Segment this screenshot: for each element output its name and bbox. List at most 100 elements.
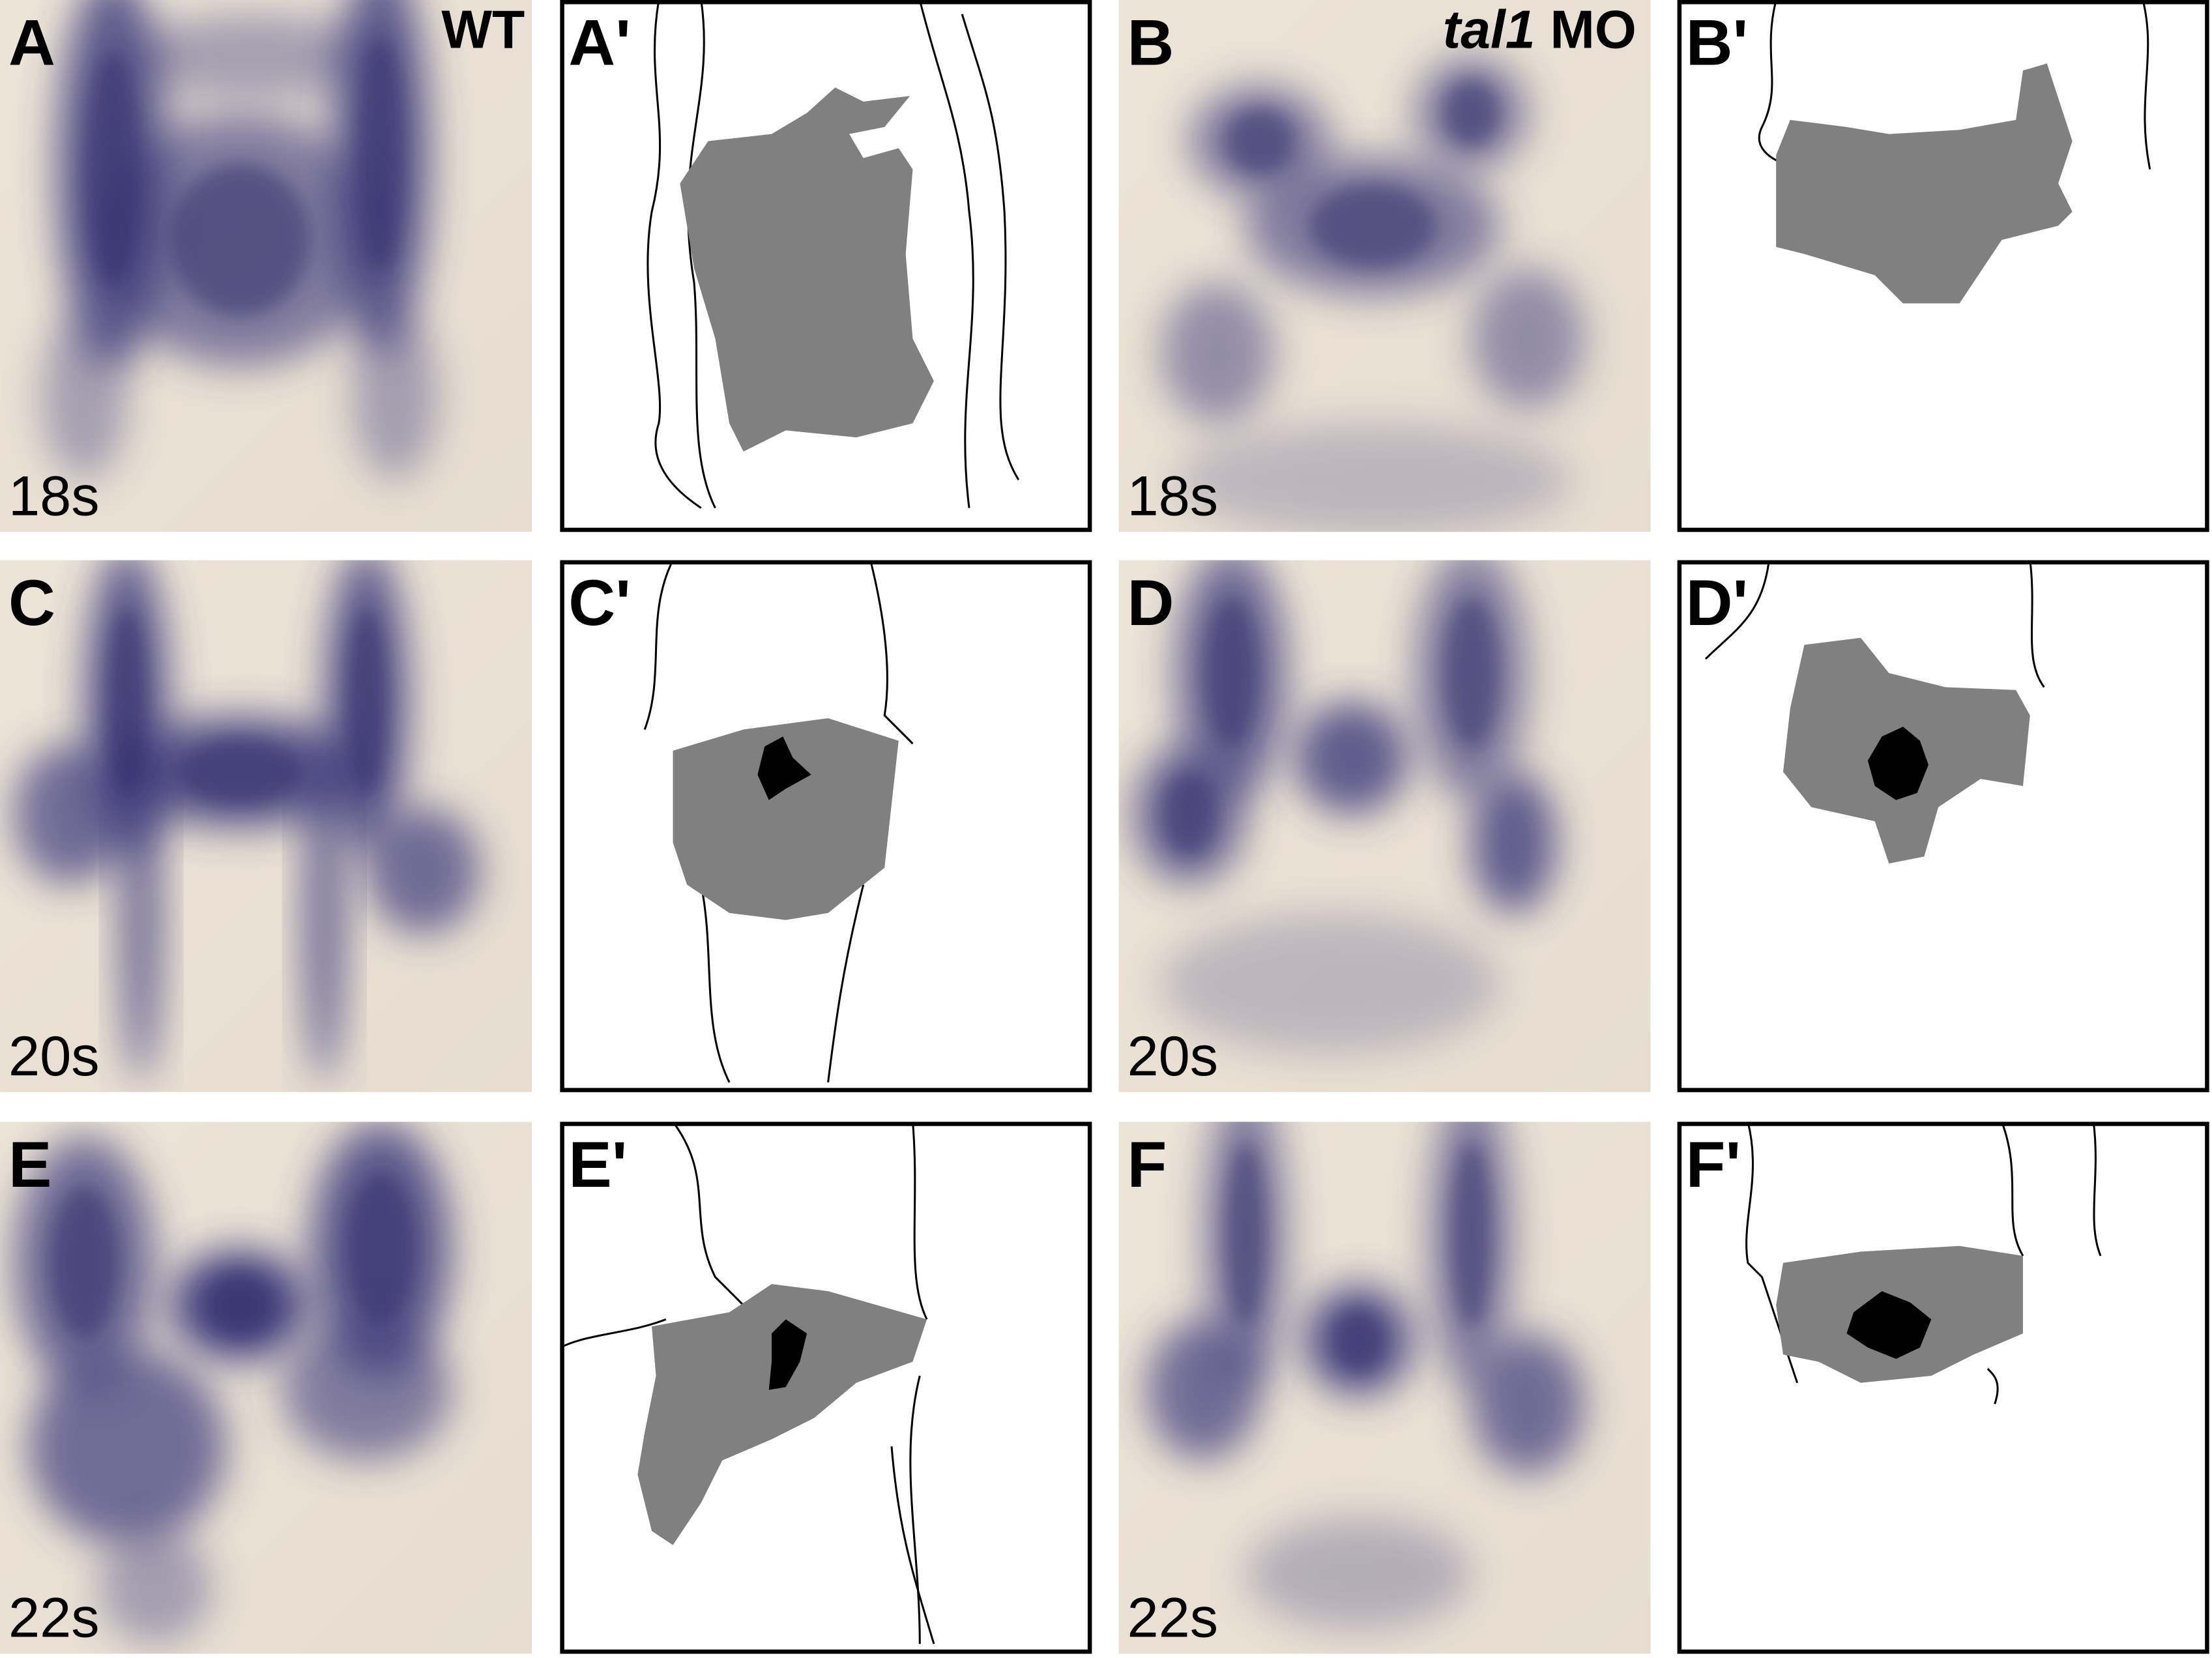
stain-core	[1443, 79, 1500, 147]
tissue-outline	[2029, 560, 2045, 688]
panel-label: F'	[1686, 1129, 1741, 1201]
panel-border	[1677, 0, 2209, 532]
stage-label: 20s	[8, 1025, 100, 1088]
panel-border	[560, 0, 1092, 532]
panel-label: B	[1127, 7, 1174, 80]
photo-panel: F 22s	[1118, 1122, 1651, 1654]
tissue-outline	[1704, 560, 1770, 660]
stain	[28, 1347, 226, 1545]
stain	[1161, 912, 1500, 1054]
outline-panel: D'	[1677, 560, 2209, 1092]
tissue-outline	[560, 1318, 667, 1349]
tissue-outline	[2142, 0, 2151, 170]
stage-label: 22s	[1127, 1587, 1218, 1650]
panel-content	[560, 1122, 1092, 1654]
expression-domain	[680, 87, 934, 452]
panel-content	[1118, 0, 1651, 532]
panel-label: C'	[568, 567, 631, 639]
panel-label: F	[1127, 1129, 1167, 1201]
tissue-outline	[869, 560, 914, 745]
tissue-outline	[2092, 1122, 2102, 1257]
stain	[366, 807, 480, 935]
photo-panel: E 22s	[0, 1122, 532, 1654]
tissue-outline	[918, 0, 974, 508]
panel-content	[0, 560, 532, 1092]
stain	[282, 1319, 452, 1461]
tissue-outline	[827, 884, 865, 1083]
panel-content	[560, 0, 1092, 532]
panel-content	[1677, 0, 2209, 532]
panel-content	[1677, 560, 2209, 1092]
outline-background	[1677, 560, 2209, 1092]
stain-core	[204, 1271, 276, 1339]
panel-content	[0, 1122, 532, 1654]
panel-border	[1677, 560, 2209, 1092]
stain	[1295, 701, 1408, 815]
header-suffix: MO	[1550, 1, 1636, 60]
outline-panel: E'	[560, 1122, 1092, 1654]
stain	[1175, 423, 1571, 532]
stain	[1471, 1333, 1584, 1475]
tissue-outline	[700, 884, 731, 1083]
photo-panel: B 18s	[1118, 0, 1651, 532]
gene-name: tal1	[1443, 1, 1535, 60]
tissue-outline	[643, 560, 674, 730]
panel-label: D'	[1686, 567, 1749, 639]
stain-core	[345, 1172, 416, 1326]
stage-label: 22s	[8, 1587, 100, 1650]
stain	[1161, 282, 1274, 424]
stain	[98, 1531, 212, 1644]
stain-core	[1224, 1141, 1267, 1328]
stain-core	[176, 738, 304, 806]
outline-background	[1677, 1122, 2209, 1654]
expression-domain	[637, 1284, 927, 1545]
stain	[1471, 772, 1556, 913]
stain-core	[169, 164, 311, 316]
tissue-outline	[1745, 1122, 1799, 1384]
stage-label: 18s	[8, 465, 100, 527]
panel-label: C	[8, 567, 55, 639]
tissue-outline	[961, 14, 1020, 480]
strong-expression	[757, 736, 811, 800]
tissue-outline	[2001, 1122, 2024, 1257]
outline-panel: B'	[1677, 0, 2209, 532]
stain-core	[106, 608, 149, 794]
expression-domain	[1776, 63, 2073, 304]
stage-label: 20s	[1127, 1025, 1218, 1088]
photo-panel: C 20s	[0, 560, 532, 1092]
stain-core	[1161, 772, 1217, 857]
stain-core	[356, 36, 406, 274]
panel-label: D	[1127, 567, 1174, 639]
stain-core	[1203, 596, 1260, 749]
tissue-outline	[909, 1375, 921, 1644]
stain	[126, 14, 381, 99]
expression-domain	[673, 718, 899, 920]
panel-border	[560, 1122, 1092, 1654]
panel-label: B'	[1686, 7, 1749, 80]
strong-expression	[1846, 1291, 1932, 1359]
photo-panel: A 18s	[0, 0, 532, 532]
strong-expression	[768, 1319, 808, 1390]
panel-content	[0, 0, 532, 532]
photo-panel: D 20s	[1118, 560, 1651, 1092]
panel-label: E	[8, 1129, 51, 1201]
panel-content	[560, 560, 1092, 1092]
panel-label: E'	[568, 1129, 627, 1201]
stain-core	[345, 608, 388, 794]
panel-content	[1118, 1122, 1651, 1654]
stain	[42, 310, 127, 480]
stain	[1471, 268, 1584, 409]
stain	[119, 744, 162, 1083]
stain	[1245, 1517, 1472, 1630]
tissue-outline	[672, 1122, 759, 1320]
tissue-outline	[890, 1446, 935, 1644]
panel-border	[1677, 1122, 2209, 1654]
stain	[353, 310, 438, 480]
panel-content	[1677, 1122, 2209, 1654]
outline-panel: F'	[1677, 1122, 2209, 1654]
header-mo: tal1 MO	[1443, 1, 1637, 60]
outline-panel: A'	[560, 0, 1092, 532]
